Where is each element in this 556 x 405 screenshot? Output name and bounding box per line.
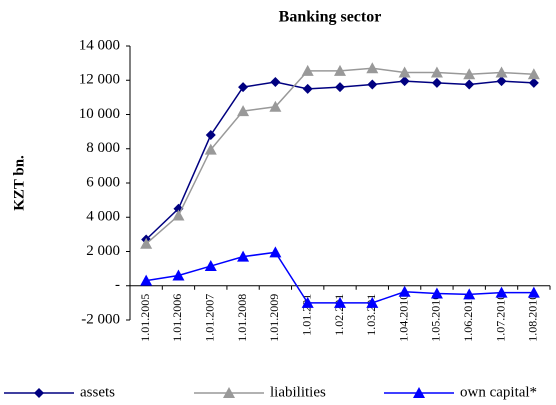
data-point [269,246,282,258]
series-line [145,67,534,245]
data-point [172,209,185,221]
data-point [238,82,249,93]
y-tick-label: 14 000 [79,37,120,53]
legend-marker [223,387,235,398]
x-tick-label: 1.01.2009 [267,294,281,342]
data-point [463,68,476,80]
y-tick-label: 12 000 [79,72,120,88]
series-line [145,80,534,241]
data-point [430,287,443,299]
chart-title: Banking sector [279,9,382,26]
data-point [430,66,443,78]
data-point [334,296,346,308]
data-point [335,82,345,93]
data-point [204,143,217,155]
y-tick-label: 6 000 [86,174,120,190]
data-point [172,269,185,281]
legend-marker [34,388,44,398]
legend-label: assets [80,384,115,400]
data-point [528,77,539,88]
x-tick-label: 1.06.2010 [461,294,475,342]
data-point [495,286,508,298]
data-point [399,76,410,87]
data-point [204,260,217,272]
x-tick-label: 1.01.2007 [203,294,217,342]
data-point [464,79,475,90]
data-point [495,66,508,78]
legend-label: own capital* [460,384,537,400]
data-point [205,130,216,141]
data-point [269,100,282,112]
data-point [366,296,379,308]
data-point [270,76,281,87]
y-tick-label: 4 000 [86,209,120,225]
data-point [398,66,411,78]
x-tick-label: 1.05.2010 [429,294,443,342]
x-tick-label: 1.04.2010 [396,294,410,342]
x-tick-label: 1.08.2010 [526,294,540,342]
data-point [527,286,540,298]
data-point [431,77,442,88]
x-tick-label: 1.01.2008 [235,294,249,342]
data-point [301,64,314,76]
x-tick-label: 1.07.2010 [493,294,507,342]
data-point [237,250,250,262]
x-tick-label: 1.01.2005 [138,294,152,342]
y-tick-label: - [115,277,120,293]
data-point [140,237,153,249]
y-tick-label: 8 000 [86,140,120,156]
y-tick-label: 2 000 [86,243,120,259]
data-point [367,79,378,90]
data-point [237,105,250,117]
data-point [496,76,507,87]
data-point [527,68,540,80]
y-tick-label: 10 000 [79,106,120,122]
data-point [302,83,313,94]
data-point [366,62,379,74]
x-tick-label: 1.01.2006 [170,294,184,342]
legend-marker [413,387,425,398]
data-point [334,64,346,76]
legend-label: liabilities [270,384,326,400]
data-point [140,274,153,286]
y-axis-label: KZT bn. [11,155,27,211]
data-point [301,296,314,308]
data-point [398,285,411,297]
y-tick-label: -2 000 [81,311,120,327]
data-point [463,288,476,300]
